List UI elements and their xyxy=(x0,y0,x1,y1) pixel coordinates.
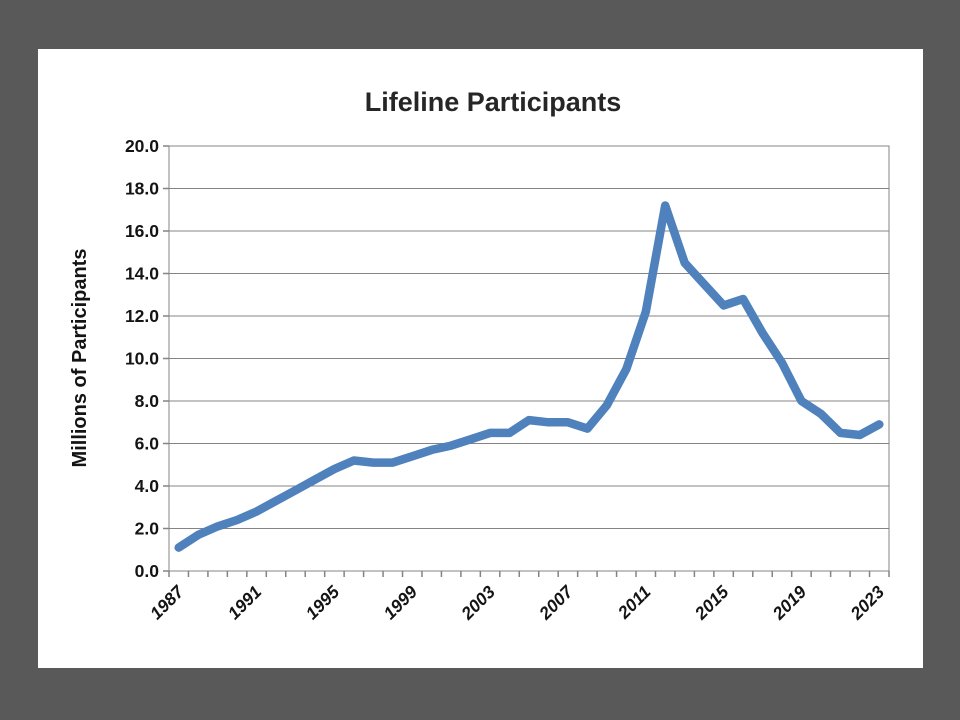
y-tick-label: 0.0 xyxy=(135,561,160,581)
chart-title: Lifeline Participants xyxy=(365,87,622,117)
y-tick-label: 20.0 xyxy=(125,136,159,156)
x-axis-ticks xyxy=(168,571,890,577)
y-axis-ticks xyxy=(163,145,169,572)
y-axis-title: Millions of Participants xyxy=(69,249,91,468)
y-tick-label: 8.0 xyxy=(135,391,160,411)
lifeline-series-line xyxy=(174,201,884,552)
y-tick-label: 16.0 xyxy=(125,221,159,241)
y-tick-label: 12.0 xyxy=(125,306,159,326)
y-tick-label: 2.0 xyxy=(135,519,160,539)
y-tick-label: 4.0 xyxy=(135,476,160,496)
y-tick-label: 10.0 xyxy=(125,349,159,369)
y-axis-tick-labels: 0.0 2.0 4.0 6.0 8.0 10.0 12.0 14.0 16.0 18.0 20.0 xyxy=(125,136,159,581)
y-tick-label: 6.0 xyxy=(135,434,160,454)
y-tick-label: 18.0 xyxy=(125,179,159,199)
y-tick-label: 14.0 xyxy=(125,264,159,284)
